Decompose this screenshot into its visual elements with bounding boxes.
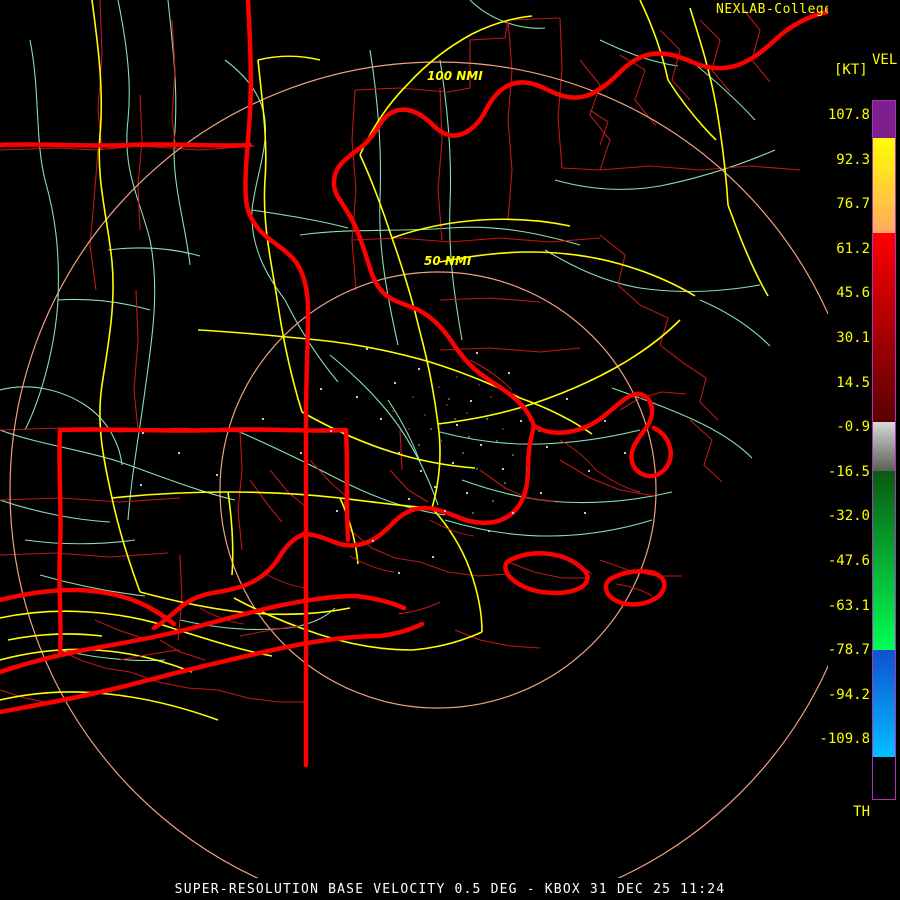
- colorbar-tick-4: 45.6: [836, 285, 870, 302]
- radar-map-panel[interactable]: NEXLAB-College of DuPage↱ 100 NMI 50 NMI: [0, 0, 828, 878]
- colorbar-tick-labels: 107.8 92.3 76.7 61.2 45.6 30.1 14.5 -0.9 -16.5 -3…: [819, 0, 872, 878]
- legend-title: VEL: [872, 52, 898, 68]
- colorbar-segment-gray: [873, 422, 895, 471]
- range-ring-layer: [9, 61, 828, 878]
- nexlab-credit: NEXLAB-College of DuPage↱: [716, 2, 828, 17]
- colorbar-tick-5: 30.1: [836, 330, 870, 346]
- coastline-layer: [0, 0, 828, 768]
- coastline-detail-layer: [119, 359, 653, 661]
- colorbar-tick-11: -63.1: [827, 597, 870, 614]
- velocity-colorbar[interactable]: [872, 100, 896, 800]
- colorbar-tick-9: -32.0: [827, 508, 870, 525]
- colorbar-segment-threshold: [873, 757, 895, 799]
- colorbar-tick-6: 14.5: [836, 374, 870, 391]
- colorbar-segment-blue: [873, 650, 895, 758]
- status-text: SUPER-RESOLUTION BASE VELOCITY 0.5 DEG -…: [174, 881, 726, 897]
- colorbar-segment-purple: [873, 101, 895, 138]
- colorbar-tick-10: -47.6: [827, 553, 870, 569]
- colorbar-tick-14: -109.8: [819, 731, 870, 748]
- colorbar-tick-0: 107.8: [827, 107, 870, 123]
- colorbar-threshold-label: TH: [853, 804, 870, 820]
- colorbar-tick-1: 92.3: [836, 151, 870, 168]
- colorbar-tick-7: -0.9: [836, 419, 870, 436]
- colorbar-tick-13: -94.2: [827, 686, 870, 703]
- radar-map-svg: [0, 0, 828, 878]
- colorbar-segment-red: [873, 232, 895, 423]
- colorbar-tick-8: -16.5: [827, 463, 870, 480]
- colorbar-tick-3: 61.2: [836, 240, 870, 257]
- range-ring-50nmi: [219, 271, 657, 709]
- range-ring-100nmi: [9, 61, 828, 878]
- status-bar: SUPER-RESOLUTION BASE VELOCITY 0.5 DEG -…: [0, 878, 900, 900]
- range-ring-label-100nmi: 100 NMI: [427, 69, 483, 83]
- colorbar-tick-12: -78.7: [827, 642, 870, 659]
- colorbar-tick-2: 76.7: [836, 196, 870, 213]
- range-ring-label-50nmi: 50 NMI: [424, 254, 472, 268]
- credit-text: NEXLAB-College of DuPage: [716, 2, 828, 17]
- velocity-legend-panel: VEL [KT] 107.8 92.3 76.7 61.2 45.6 30.1 14.5 -0…: [819, 0, 900, 878]
- legend-units-label: [KT]: [834, 62, 868, 78]
- colorbar-segment-yellow-orange: [873, 137, 895, 233]
- colorbar-segment-green: [873, 470, 895, 651]
- velocity-data-layer: [140, 348, 626, 574]
